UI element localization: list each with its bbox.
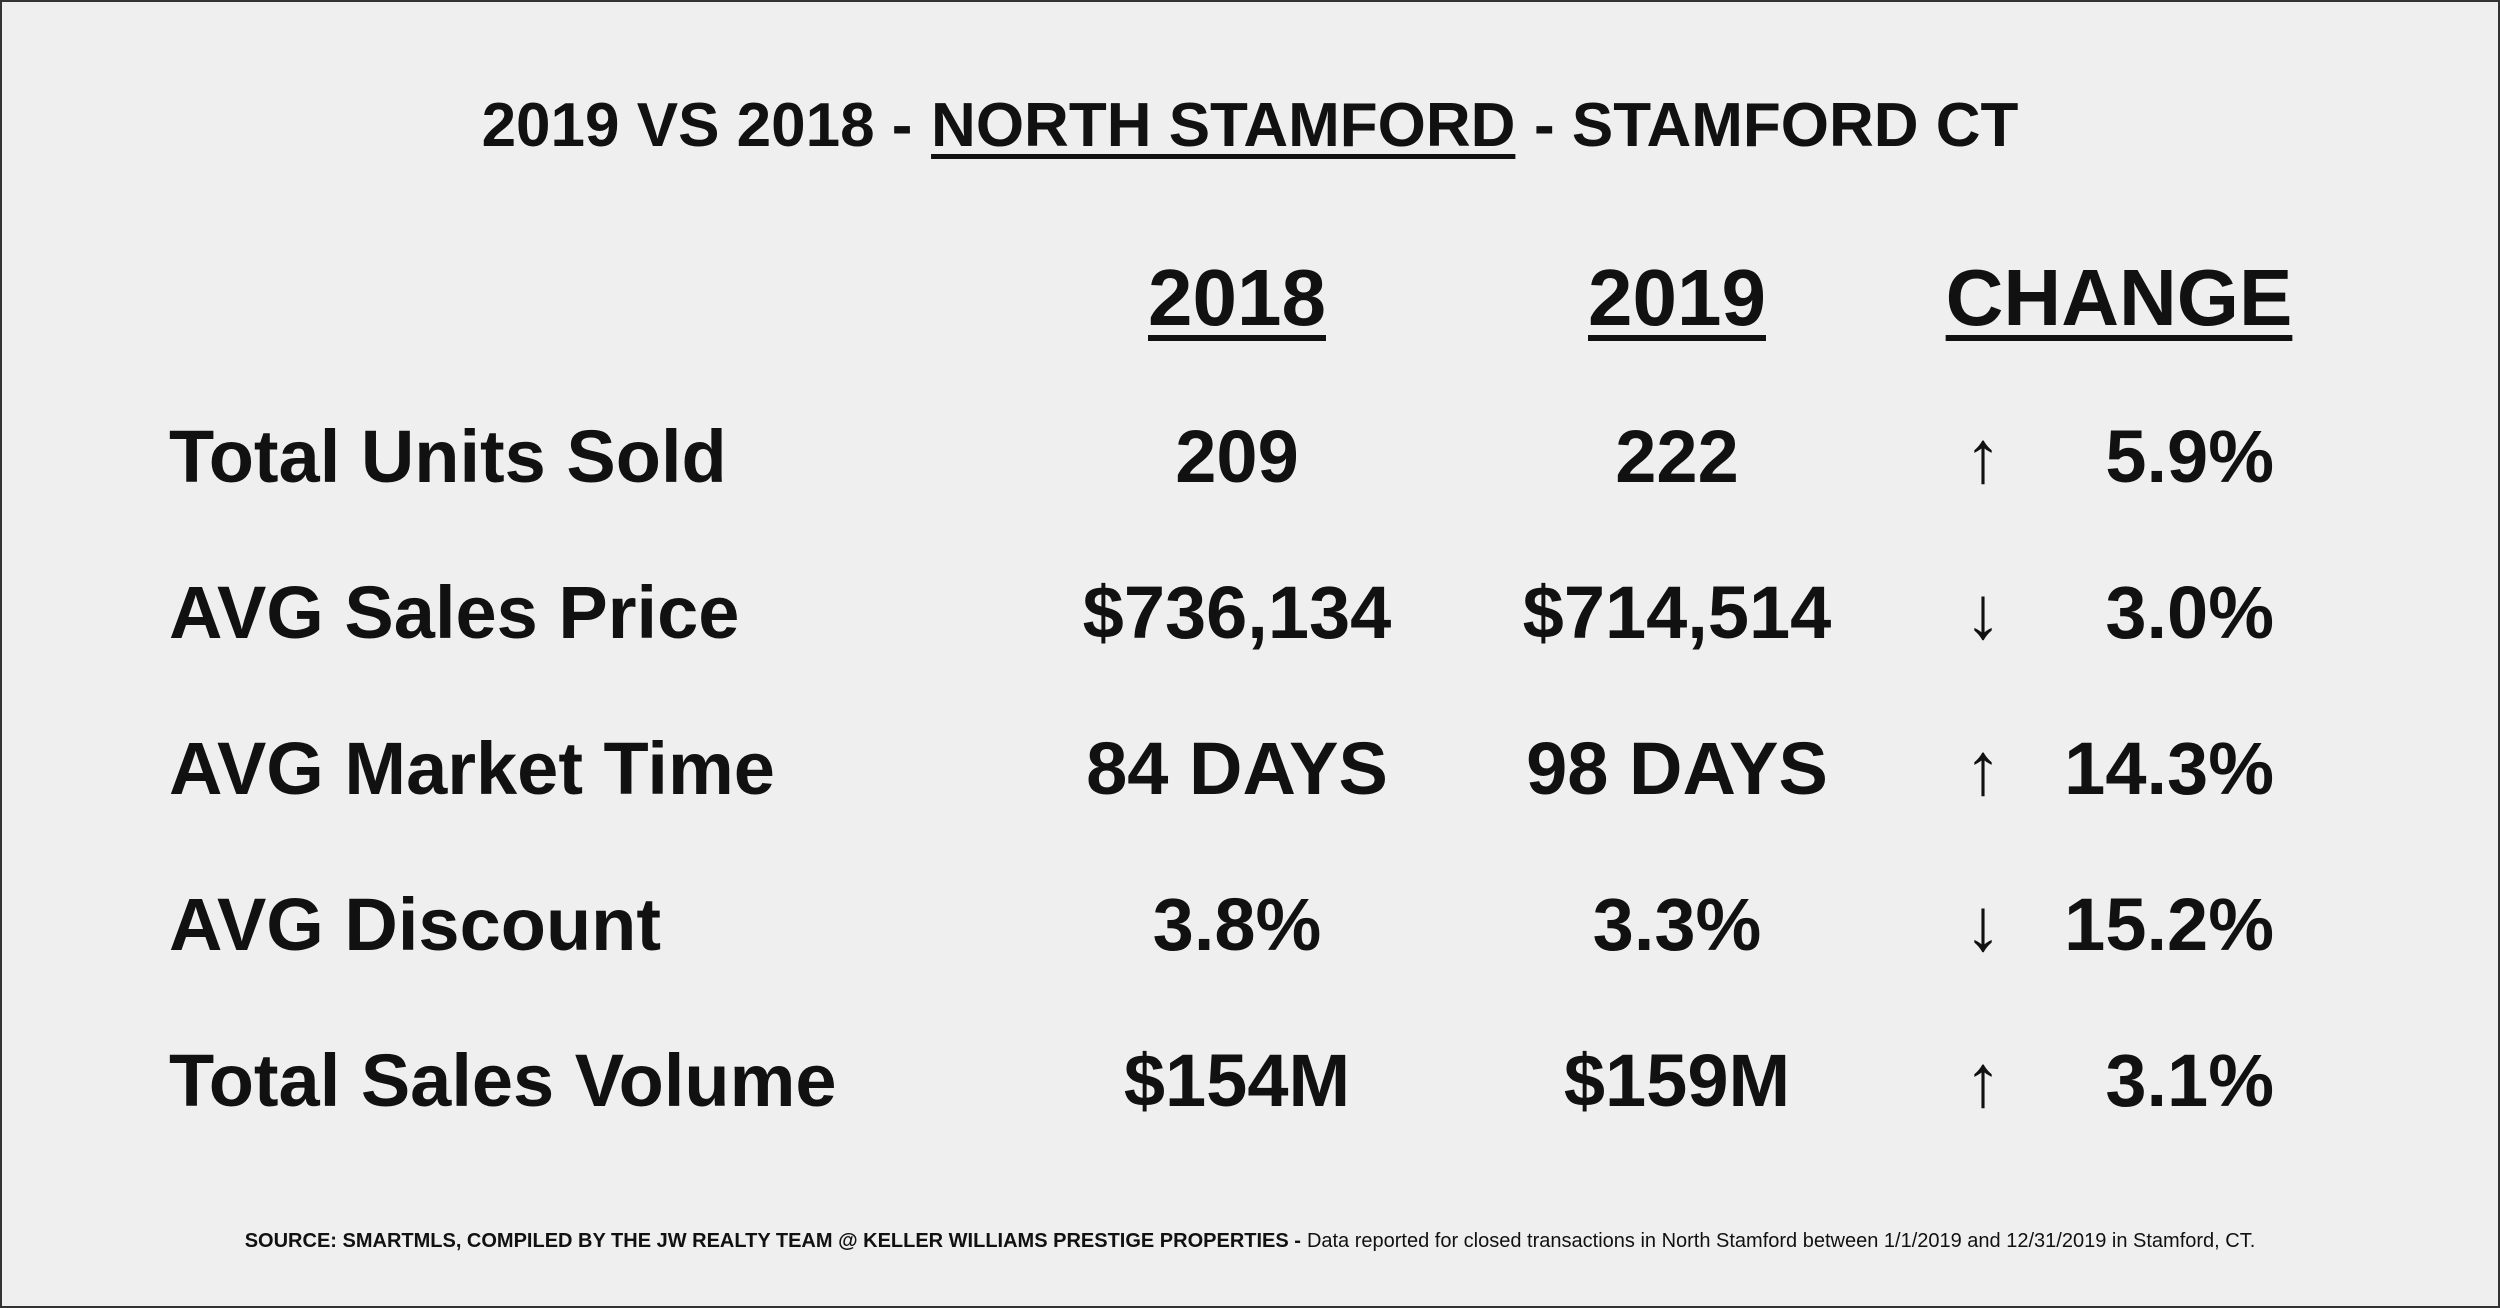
value-2019: 222	[1615, 415, 1739, 498]
footer: SOURCE: SMARTMLS, COMPILED BY THE JW REA…	[2, 1230, 2498, 1253]
value-2018: 3.8%	[1152, 883, 1322, 966]
value-2018: 209	[1175, 415, 1299, 498]
value-2019: 3.3%	[1592, 883, 1762, 966]
column-header: 2018	[1148, 253, 1326, 342]
change-arrow: ↓	[1964, 883, 2002, 966]
change-arrow: ↑	[1964, 727, 2002, 810]
row-label: AVG Discount	[169, 883, 661, 966]
footer-source: SOURCE: SMARTMLS, COMPILED BY THE JW REA…	[244, 1230, 1301, 1252]
change-arrow: ↑	[1964, 1039, 2002, 1122]
change-arrow: ↓	[1964, 571, 2002, 654]
value-2019: $159M	[1563, 1039, 1791, 1122]
title-text: 2019 VS 2018 -	[481, 91, 913, 160]
footer-note: Data reported for closed transactions in…	[1306, 1230, 2256, 1252]
column-header: 2019	[1588, 253, 1766, 342]
value-2018: $154M	[1123, 1039, 1351, 1122]
value-2019: $714,514	[1522, 571, 1832, 654]
change-value: 14.3%	[2064, 727, 2274, 810]
column-header: CHANGE	[1945, 253, 2293, 342]
row-label: Total Sales Volume	[169, 1039, 837, 1122]
change-value: 5.9%	[2105, 415, 2274, 498]
value-2019: 98 DAYS	[1526, 727, 1828, 810]
title-text: - STAMFORD CT	[1533, 91, 2019, 160]
row-label: Total Units Sold	[169, 415, 727, 498]
row-label: AVG Market Time	[169, 727, 775, 810]
change-value: 3.1%	[2105, 1039, 2274, 1122]
title: 2019 VS 2018 - NORTH STAMFORD - STAMFORD C…	[2, 90, 2498, 161]
title-highlight: NORTH STAMFORD	[931, 91, 1516, 160]
change-value: 15.2%	[2064, 883, 2274, 966]
change-value: 3.0%	[2105, 571, 2274, 654]
change-arrow: ↑	[1964, 415, 2002, 498]
value-2018: 84 DAYS	[1086, 727, 1388, 810]
row-label: AVG Sales Price	[169, 571, 740, 654]
value-2018: $736,134	[1082, 571, 1392, 654]
